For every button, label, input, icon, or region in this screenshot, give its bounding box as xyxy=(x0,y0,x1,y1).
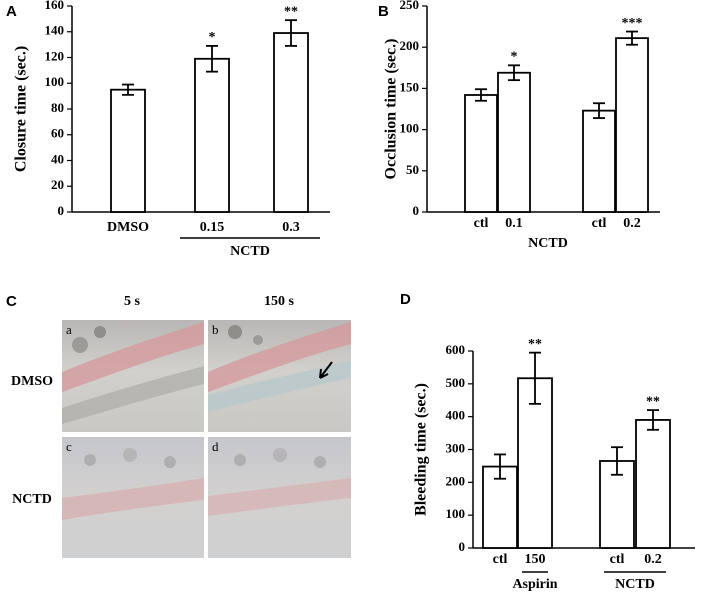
column-label: 5 s xyxy=(124,294,141,309)
y-tick-label: 60 xyxy=(51,126,64,141)
group-label: NCTD xyxy=(615,577,655,592)
y-tick-label: 0 xyxy=(459,539,466,554)
error-bar xyxy=(508,64,520,82)
row-label: NCTD xyxy=(12,492,52,507)
bar xyxy=(582,109,616,213)
image-label: d xyxy=(212,439,219,454)
error-bar xyxy=(122,83,134,96)
panel-letter: C xyxy=(6,293,17,310)
column-label: 150 s xyxy=(264,294,295,309)
y-tick-label: 140 xyxy=(45,23,65,38)
group-label: Aspirin xyxy=(512,577,557,592)
y-axis-label: Closure time (sec.) xyxy=(13,46,30,172)
y-tick-label: 150 xyxy=(400,79,420,94)
error-bar xyxy=(475,88,487,102)
y-tick-label: 100 xyxy=(446,506,466,521)
y-tick-label: 0 xyxy=(58,203,65,218)
panel-letter: B xyxy=(378,3,389,20)
error-bar xyxy=(647,409,659,431)
bar xyxy=(110,88,146,213)
y-axis-label: Occlusion time (sec.) xyxy=(383,39,400,180)
y-tick-label: 40 xyxy=(51,151,64,166)
row-label: DMSO xyxy=(11,374,53,389)
x-tick-label: ctl xyxy=(610,552,625,567)
error-bar xyxy=(285,19,297,47)
error-bar xyxy=(626,30,638,46)
error-bar xyxy=(494,453,506,480)
x-tick-label: 0.2 xyxy=(644,552,662,567)
y-tick-label: 50 xyxy=(406,162,419,177)
micrograph: b xyxy=(208,320,351,432)
y-tick-label: 80 xyxy=(51,100,64,115)
x-tick-label: DMSO xyxy=(107,220,149,235)
x-tick-label: 0.15 xyxy=(200,220,225,235)
bar xyxy=(517,377,553,549)
x-tick-label: ctl xyxy=(474,216,489,231)
x-tick-label: 0.1 xyxy=(505,216,523,231)
y-tick-label: 200 xyxy=(446,473,466,488)
bar xyxy=(482,465,518,549)
x-tick-label: 150 xyxy=(525,552,546,567)
image-label: a xyxy=(66,322,72,337)
error-bar xyxy=(593,102,605,119)
micrograph: d xyxy=(208,437,351,558)
y-tick-label: 20 xyxy=(51,177,64,192)
significance: * xyxy=(209,30,216,45)
micrograph: c xyxy=(62,437,204,558)
y-axis-label: Bleeding time (sec.) xyxy=(413,383,430,516)
x-tick-label: 0.3 xyxy=(282,220,300,235)
bar xyxy=(464,94,498,213)
y-tick-label: 500 xyxy=(446,375,466,390)
bar xyxy=(497,71,531,213)
error-bar xyxy=(529,351,541,405)
bar xyxy=(194,57,230,213)
y-tick-label: 0 xyxy=(413,203,420,218)
y-tick-label: 250 xyxy=(400,0,420,12)
group-label: NCTD xyxy=(528,236,568,251)
x-tick-label: 0.2 xyxy=(623,216,641,231)
y-tick-label: 100 xyxy=(400,121,420,136)
error-bar xyxy=(206,45,218,73)
y-tick-label: 200 xyxy=(400,38,420,53)
y-tick-label: 120 xyxy=(45,48,65,63)
y-tick-label: 400 xyxy=(446,408,466,423)
panel-letter: D xyxy=(400,291,411,308)
micrograph: a xyxy=(62,320,204,432)
panel-letter: A xyxy=(6,3,17,20)
image-panel: C 5 s 150 s DMSO NCTD a b c xyxy=(6,293,351,558)
significance: ** xyxy=(646,394,660,409)
x-tick-label: ctl xyxy=(592,216,607,231)
y-tick-label: 100 xyxy=(45,74,65,89)
y-tick-label: 300 xyxy=(446,440,466,455)
error-bar xyxy=(611,446,623,476)
x-tick-label: ctl xyxy=(493,552,508,567)
significance: ** xyxy=(528,337,542,352)
bar xyxy=(615,37,649,213)
significance: ** xyxy=(284,4,298,19)
bar xyxy=(635,419,671,549)
image-label: b xyxy=(212,322,219,337)
y-tick-label: 160 xyxy=(45,0,65,12)
significance: * xyxy=(511,50,518,65)
group-label: NCTD xyxy=(230,244,270,259)
y-tick-label: 600 xyxy=(446,342,466,357)
image-label: c xyxy=(66,439,72,454)
significance: *** xyxy=(622,16,643,31)
bar xyxy=(273,32,309,213)
